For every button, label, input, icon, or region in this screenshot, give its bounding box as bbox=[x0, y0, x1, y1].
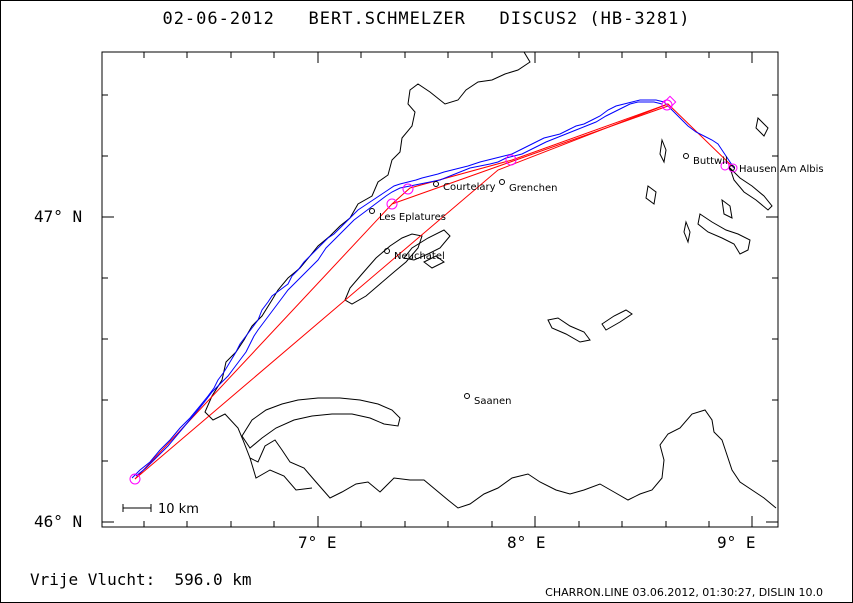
place-label-buttwil: Buttwil bbox=[693, 156, 728, 167]
lake-zurich bbox=[729, 167, 773, 211]
turnpoint-4 bbox=[505, 154, 517, 166]
place-marker-les-eplatures bbox=[369, 208, 375, 214]
x-tick-label-7e: 7° E bbox=[298, 533, 337, 552]
country-border bbox=[204, 51, 777, 509]
turnpoint-diamond bbox=[663, 95, 677, 109]
x-tick-marks bbox=[143, 52, 753, 527]
distance-label: Vrije Vlucht: bbox=[30, 570, 156, 589]
flight-track-outbound bbox=[135, 101, 663, 477]
distance-value: 596.0 km bbox=[174, 570, 252, 589]
place-marker-saanen bbox=[464, 393, 470, 399]
turnpoint-2 bbox=[386, 198, 398, 210]
task-line-return bbox=[134, 103, 669, 480]
place-label-grenchen: Grenchen bbox=[509, 183, 557, 194]
place-label-saanen: Saanen bbox=[474, 396, 511, 407]
place-marker-buttwil bbox=[683, 153, 689, 159]
turnpoint-start bbox=[129, 473, 141, 485]
lake-thun bbox=[547, 317, 591, 343]
lake-baldegg bbox=[683, 220, 691, 244]
places-layer: Buttwil Hausen Am Albis Courtelary Grenc… bbox=[369, 153, 824, 407]
place-label-hausen: Hausen Am Albis bbox=[739, 164, 824, 175]
source-info: CHARRON.LINE 03.06.2012, 01:30:27, DISLI… bbox=[545, 586, 823, 599]
task-line-inner bbox=[391, 105, 669, 205]
scale-bar bbox=[122, 504, 152, 512]
x-tick-label-8e: 8° E bbox=[507, 533, 546, 552]
flight-title: 02-06-2012 BERT.SCHMELZER DISCUS2 (HB-32… bbox=[0, 9, 853, 29]
pilot-name: BERT.SCHMELZER bbox=[308, 9, 466, 29]
place-marker-grenchen bbox=[499, 179, 505, 185]
lake-brienz bbox=[601, 309, 633, 331]
y-tick-label-46n: 46° N bbox=[34, 512, 83, 531]
distance-summary: Vrije Vlucht: 596.0 km bbox=[30, 570, 252, 589]
flight-date: 02-06-2012 bbox=[162, 9, 275, 29]
y-tick-label-47n: 47° N bbox=[34, 207, 83, 226]
flight-track bbox=[131, 99, 735, 479]
turnpoint-6 bbox=[720, 161, 730, 171]
place-marker-hausen bbox=[729, 165, 735, 171]
place-marker-courtelary bbox=[433, 181, 439, 187]
x-tick-label-9e: 9° E bbox=[717, 533, 756, 552]
y-tick-marks bbox=[102, 94, 778, 523]
country-border-south bbox=[249, 457, 313, 491]
place-label-neuchatel: Neuchatel bbox=[394, 251, 445, 262]
lake-biel bbox=[403, 229, 451, 261]
task-line bbox=[134, 103, 735, 480]
scale-bar-label: 10 km bbox=[158, 502, 199, 517]
lake-neuchatel bbox=[344, 233, 423, 305]
place-label-courtelary: Courtelary bbox=[443, 182, 496, 193]
place-label-les-eplatures: Les Eplatures bbox=[379, 212, 446, 223]
lake-zug bbox=[721, 198, 733, 219]
turnpoints bbox=[129, 95, 738, 485]
lake-geneva bbox=[241, 397, 401, 449]
lake-hallwil bbox=[645, 185, 657, 205]
lake-sempach bbox=[659, 138, 667, 164]
lake-greifensee bbox=[755, 116, 769, 137]
place-marker-neuchatel bbox=[384, 248, 390, 254]
plot-area bbox=[101, 51, 779, 528]
lake-lucerne bbox=[697, 213, 751, 255]
turnpoint-3 bbox=[402, 183, 414, 195]
lake-murten bbox=[423, 255, 445, 269]
glider-name: DISCUS2 (HB-3281) bbox=[499, 9, 691, 29]
